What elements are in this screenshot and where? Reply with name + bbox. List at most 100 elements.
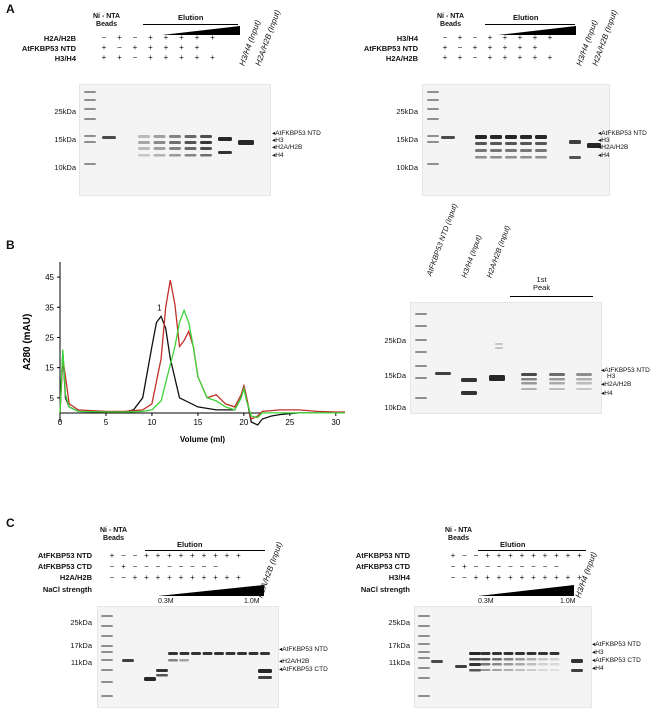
sign-cell: + bbox=[194, 33, 200, 42]
a-right-band-h4: ◂H4 bbox=[598, 152, 610, 159]
a-left-band-ntd: ◂AtFKBP53 NTD bbox=[272, 130, 321, 137]
gel-band bbox=[503, 669, 514, 671]
sign-cell: − bbox=[121, 573, 126, 582]
a-left-elution-line bbox=[143, 24, 238, 25]
sign-cell: + bbox=[450, 551, 456, 560]
panel-c-label: C bbox=[6, 516, 15, 530]
gel-band bbox=[101, 615, 113, 617]
c-right-marker-17: 17kDa bbox=[388, 641, 410, 650]
gel-band bbox=[218, 137, 232, 141]
gel-band bbox=[418, 667, 430, 669]
c-right-marker-25: 25kDa bbox=[388, 618, 410, 627]
b-band-ntd: ◂AtFKBP53 NTD bbox=[601, 367, 650, 374]
c-left-band-ntd: ◂AtFKBP53 NTD bbox=[279, 646, 328, 653]
sign-cell: − bbox=[473, 562, 479, 571]
a-left-band-h3: ◂H3 bbox=[272, 137, 284, 144]
sign-cell: − bbox=[178, 562, 184, 571]
gel-band bbox=[526, 669, 537, 671]
peak-annotation: 1 bbox=[157, 303, 162, 312]
c-left-band-h2a: ◂H2A/H2B bbox=[279, 658, 310, 665]
c-right-gel bbox=[414, 606, 592, 708]
sign-cell: + bbox=[213, 573, 218, 582]
gel-band bbox=[549, 658, 560, 661]
gel-band bbox=[153, 141, 166, 144]
sign-cell: + bbox=[442, 43, 448, 52]
gel-band bbox=[576, 382, 592, 385]
sign-cell: + bbox=[179, 43, 184, 52]
c-right-row-4: NaCl strength bbox=[360, 585, 410, 594]
sign-cell: + bbox=[144, 551, 149, 560]
gel-band bbox=[515, 652, 525, 655]
sign-cell: + bbox=[194, 43, 200, 52]
gel-band bbox=[101, 651, 113, 653]
sign-cell: + bbox=[155, 573, 161, 582]
gel-band bbox=[84, 118, 96, 120]
c-right-elution-label: Elution bbox=[500, 540, 526, 549]
c-right-row-3: H3/H4 bbox=[388, 573, 410, 582]
sign-cell: + bbox=[210, 53, 215, 62]
a-right-marker-15: 15kDa bbox=[396, 135, 418, 144]
sign-cell: + bbox=[485, 551, 490, 560]
sign-cell: + bbox=[117, 53, 122, 62]
gel-band bbox=[415, 377, 427, 379]
x-tick-label: 0 bbox=[58, 418, 63, 427]
gel-band bbox=[418, 635, 430, 637]
gel-band bbox=[427, 91, 439, 93]
sign-cell: + bbox=[179, 53, 184, 62]
gel-band bbox=[576, 388, 592, 390]
gel-band bbox=[538, 652, 548, 655]
gel-band bbox=[435, 372, 451, 375]
gel-band bbox=[225, 652, 236, 655]
gel-band bbox=[184, 154, 197, 157]
gel-band bbox=[475, 142, 487, 145]
sign-cell: + bbox=[201, 573, 207, 582]
a-left-gel-bands bbox=[84, 91, 254, 165]
sign-cell: + bbox=[519, 551, 525, 560]
sign-cell: + bbox=[531, 573, 536, 582]
gel-band bbox=[153, 147, 166, 150]
gel-band bbox=[168, 652, 178, 655]
a-left-gel bbox=[79, 84, 271, 196]
sign-cell: − bbox=[167, 562, 172, 571]
a-left-row-2: AtFKBP53 NTD bbox=[21, 44, 76, 53]
gel-band bbox=[490, 142, 502, 145]
c-right-row-2: AtFKBP53 CTD bbox=[355, 562, 410, 571]
a-right-lane-label-2: H2A/H2B (Input) bbox=[590, 8, 620, 67]
gel-band bbox=[520, 142, 532, 145]
gel-band bbox=[521, 378, 537, 381]
sign-cell: + bbox=[532, 53, 538, 62]
gel-band bbox=[495, 347, 503, 349]
gel-band bbox=[569, 156, 581, 159]
gel-band bbox=[569, 140, 581, 144]
gel-band bbox=[101, 669, 113, 671]
sign-cell: − bbox=[519, 562, 525, 571]
sign-cell: + bbox=[224, 551, 230, 560]
gel-band bbox=[427, 135, 439, 137]
gel-band bbox=[480, 652, 491, 655]
gel-band bbox=[260, 652, 270, 655]
gel-band bbox=[184, 147, 197, 150]
sign-cell: − bbox=[508, 562, 513, 571]
sign-cell: + bbox=[565, 551, 571, 560]
c-right-band-h3: ◂H3 bbox=[592, 649, 604, 656]
gel-band bbox=[218, 151, 232, 154]
sign-cell: + bbox=[167, 551, 172, 560]
gel-band bbox=[495, 343, 503, 345]
sign-cell: + bbox=[117, 33, 122, 42]
sign-cell: − bbox=[450, 562, 456, 571]
sign-cell: − bbox=[121, 551, 126, 560]
x-tick-label: 15 bbox=[193, 418, 202, 427]
sign-cell: + bbox=[542, 573, 548, 582]
c-left-beads-label: Ni - NTA Beads bbox=[100, 527, 128, 542]
a-right-elution-line bbox=[485, 24, 575, 25]
gel-band bbox=[571, 659, 583, 663]
gel-band bbox=[549, 378, 565, 381]
a-right-row-2: AtFKBP53 NTD bbox=[363, 44, 418, 53]
b-gel bbox=[410, 302, 602, 414]
c-left-gel bbox=[97, 606, 279, 708]
gel-band bbox=[138, 147, 150, 150]
gel-band bbox=[84, 108, 96, 110]
b-marker-25: 25kDa bbox=[384, 336, 406, 345]
a-right-band-h3: ◂H3 bbox=[598, 137, 610, 144]
gel-band bbox=[418, 643, 430, 645]
